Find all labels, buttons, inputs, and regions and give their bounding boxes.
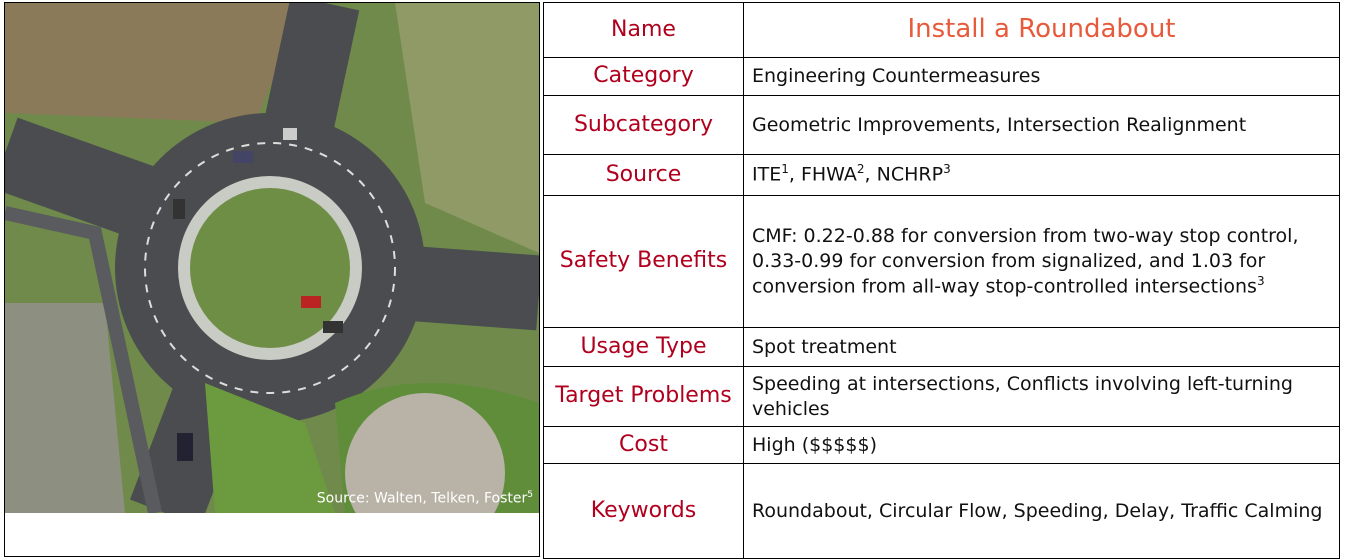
row-label: Name xyxy=(543,2,744,58)
row-label: Category xyxy=(543,57,744,96)
table-row: Safety Benefits CMF: 0.22-0.88 for conver… xyxy=(543,195,1340,328)
value-text: Speeding at intersections, Conflicts inv… xyxy=(752,372,1293,420)
info-table: Name Install a Roundabout Category Engineer… xyxy=(543,2,1340,559)
row-value: Spot treatment xyxy=(743,327,1340,367)
table-row: Keywords Roundabout, Circular Flow, Speed… xyxy=(543,463,1340,559)
table-row: Usage Type Spot treatment xyxy=(543,327,1340,367)
row-value: ITE1, FHWA2, NCHRP3 xyxy=(743,154,1340,196)
row-label: Subcategory xyxy=(543,95,744,155)
footnote: 2 xyxy=(856,162,865,177)
table-row: Cost High ($$$$$) xyxy=(543,426,1340,464)
row-label: Keywords xyxy=(543,463,744,559)
photo-caption: Source: Walten, Telken, Foster5 xyxy=(317,490,533,507)
value-text: Engineering Countermeasures xyxy=(752,65,1041,88)
footnote: 3 xyxy=(1256,273,1265,288)
row-label: Target Problems xyxy=(543,366,744,427)
row-value: Geometric Improvements, Intersection Rea… xyxy=(743,95,1340,155)
source-name: ITE xyxy=(752,163,782,186)
table-row: Name Install a Roundabout xyxy=(543,2,1340,58)
table-row: Source ITE1, FHWA2, NCHRP3 xyxy=(543,154,1340,196)
row-label: Safety Benefits xyxy=(543,195,744,328)
caption-text: Source: Walten, Telken, Foster xyxy=(316,490,528,507)
value-text: Install a Roundabout xyxy=(907,14,1176,45)
value-text: Roundabout, Circular Flow, Speeding, Del… xyxy=(752,499,1323,522)
row-value: Engineering Countermeasures xyxy=(743,57,1340,96)
row-label: Usage Type xyxy=(543,327,744,367)
row-value: Install a Roundabout xyxy=(743,2,1340,58)
row-value: Roundabout, Circular Flow, Speeding, Del… xyxy=(743,463,1340,559)
photo: Source: Walten, Telken, Foster5 xyxy=(4,2,540,557)
row-value: High ($$$$$) xyxy=(743,426,1340,464)
value-text: Geometric Improvements, Intersection Rea… xyxy=(752,113,1247,136)
source-name: , NCHRP xyxy=(864,163,944,186)
footnote: 1 xyxy=(781,162,789,177)
table-row: Category Engineering Countermeasures xyxy=(543,57,1340,96)
row-label: Source xyxy=(543,154,744,196)
value-text: Spot treatment xyxy=(752,335,897,358)
table-row: Subcategory Geometric Improvements, Inter… xyxy=(543,95,1340,155)
caption-footnote: 5 xyxy=(527,490,533,500)
row-value: Speeding at intersections, Conflicts inv… xyxy=(743,366,1340,427)
footnote: 3 xyxy=(943,162,951,177)
source-name: , FHWA xyxy=(788,163,857,186)
value-text: High ($$$$$) xyxy=(752,433,877,456)
roundabout-photo xyxy=(5,3,539,513)
table-row: Target Problems Speeding at intersections… xyxy=(543,366,1340,427)
row-value: CMF: 0.22-0.88 for conversion from two-w… xyxy=(743,195,1340,328)
row-label: Cost xyxy=(543,426,744,464)
value-text: CMF: 0.22-0.88 for conversion from two-w… xyxy=(752,225,1299,297)
